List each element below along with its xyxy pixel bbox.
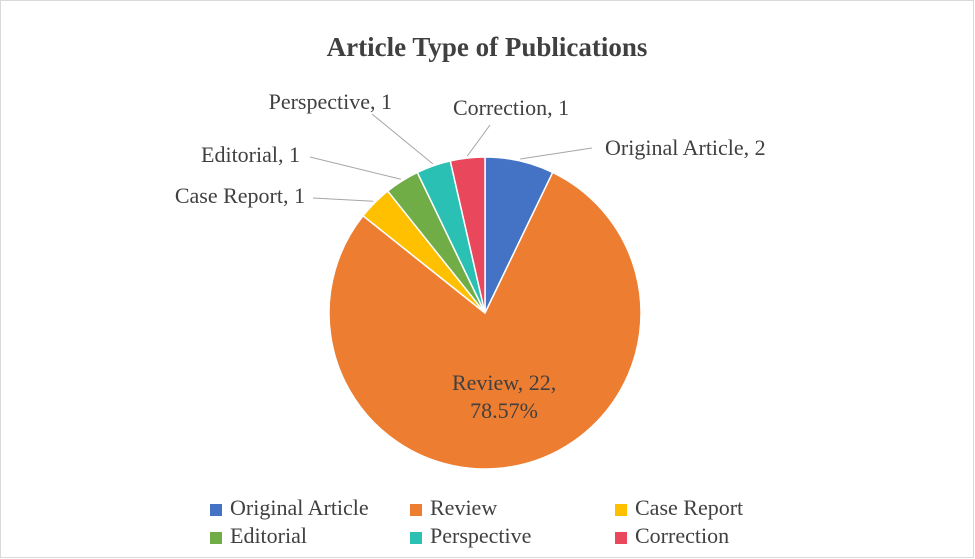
legend-swatch xyxy=(410,532,422,544)
legend-label: Review xyxy=(430,495,497,520)
data-label: Case Report, 1 xyxy=(175,183,305,208)
pie-slice xyxy=(449,156,486,314)
legend-swatch xyxy=(210,504,222,516)
legend-label: Editorial xyxy=(230,523,307,548)
legend-swatch xyxy=(615,532,627,544)
data-label: Correction, 1 xyxy=(453,95,569,120)
leader-line xyxy=(520,147,593,160)
legend-label: Correction xyxy=(635,523,729,548)
data-label: Original Article, 2 xyxy=(605,135,766,160)
chart-title: Article Type of Publications xyxy=(327,32,648,62)
legend-swatch xyxy=(410,504,422,516)
leader-line xyxy=(466,124,491,157)
leader-line xyxy=(312,197,374,202)
legend-swatch xyxy=(615,504,627,516)
legend-label: Perspective xyxy=(430,523,531,548)
legend-label: Original Article xyxy=(230,495,369,520)
data-label: Review, 22, 78.57% xyxy=(451,369,557,423)
leader-line xyxy=(371,113,434,165)
legend-label: Case Report xyxy=(635,495,743,520)
data-label: Editorial, 1 xyxy=(201,142,300,167)
legend-swatch xyxy=(210,532,222,544)
data-label: Perspective, 1 xyxy=(269,89,392,114)
pie-slice xyxy=(328,171,642,470)
leader-line xyxy=(309,156,402,180)
